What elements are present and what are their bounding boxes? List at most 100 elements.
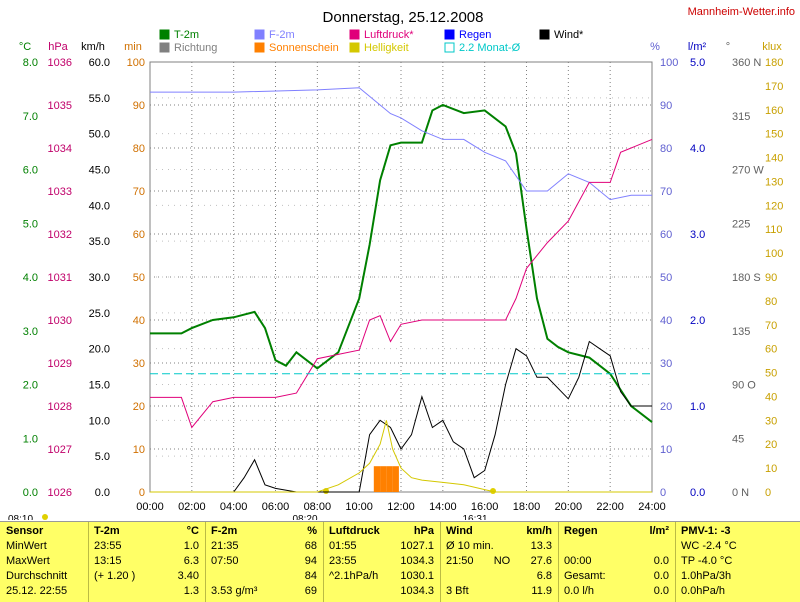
y-tick-label-pressure: 1030 <box>48 315 72 327</box>
sun-marker <box>490 488 496 494</box>
table-cell: Luftdruck <box>329 525 380 537</box>
x-tick-label: 16:00 <box>471 501 499 513</box>
table-cell: 1.3 <box>183 585 199 597</box>
table-column: Luftdruck hPa 01:55 1027.1 23:55 1034.3 ^2.1hP… <box>323 522 440 602</box>
x-tick-label: 20:00 <box>555 501 583 513</box>
y-tick-label-pressure: 1027 <box>48 444 72 456</box>
column-divider <box>675 522 676 602</box>
legend-label: Richtung <box>174 42 217 54</box>
table-cell: Wind <box>446 525 473 537</box>
chart-title: Donnerstag, 25.12.2008 <box>323 9 484 26</box>
table-cell: 23:55 <box>329 555 357 567</box>
table-cell: 27.6 <box>530 555 552 567</box>
x-tick-label: 00:00 <box>136 501 164 513</box>
y-tick-label-lux: 100 <box>765 248 783 260</box>
axis-unit-minutes: min <box>124 41 142 53</box>
y-tick-label-direction: 180 S <box>732 272 761 284</box>
table-cell: 94 <box>304 555 317 567</box>
y-tick-label-lux: 80 <box>765 296 777 308</box>
y-tick-label-pressure: 1029 <box>48 358 72 370</box>
bar-sonnenschein <box>373 466 381 492</box>
table-cell: hPa <box>413 525 434 537</box>
bar-sonnenschein <box>392 466 399 492</box>
table-row: 1034.3 <box>329 585 434 600</box>
table-row: 0.0 l/h 0.0 <box>564 585 669 600</box>
y-tick-label-pressure: 1028 <box>48 401 72 413</box>
y-tick-label-minutes: 80 <box>133 143 145 155</box>
y-tick-label-lux: 120 <box>765 200 783 212</box>
table-row: F-2m% <box>211 525 317 540</box>
column-divider <box>323 522 324 602</box>
column-divider <box>205 522 206 602</box>
table-row: 6.8 <box>446 570 552 585</box>
table-cell: % <box>307 525 317 537</box>
y-tick-label-temp: 7.0 <box>23 111 38 123</box>
y-tick-label-minutes: 90 <box>133 100 145 112</box>
column-divider <box>440 522 441 602</box>
y-tick-label-wind: 50.0 <box>89 129 110 141</box>
legend-swatch <box>159 42 170 53</box>
table-column: Regen l/m² 00:00 0.0 Gesamt: 0.0 0.0 l/h 0.0 <box>558 522 675 602</box>
table-cell: 00:00 <box>564 555 592 567</box>
y-tick-label-rain: 0.0 <box>690 487 705 499</box>
table-cell: 3.53 g/m³ <box>211 585 258 597</box>
y-tick-label-humidity: 10 <box>660 444 672 456</box>
y-tick-label-lux: 170 <box>765 81 783 93</box>
table-cell: T-2m <box>94 525 120 537</box>
axis-unit-lux: klux <box>762 41 782 53</box>
y-tick-label-minutes: 50 <box>133 272 145 284</box>
y-tick-label-humidity: 40 <box>660 315 672 327</box>
y-tick-label-wind: 30.0 <box>89 272 110 284</box>
table-cell: 1027.1 <box>400 540 434 552</box>
y-tick-label-minutes: 40 <box>133 315 145 327</box>
table-cell: 6.3 <box>183 555 199 567</box>
table-row: 21:50 NO 27.6 <box>446 555 552 570</box>
y-tick-label-direction: 270 W <box>732 165 764 177</box>
table-cell: WC -2.4 °C <box>681 540 737 552</box>
y-tick-label-wind: 45.0 <box>89 165 110 177</box>
table-cell: 0.0 l/h <box>564 585 594 597</box>
table-row: 21:35 68 <box>211 540 317 555</box>
table-row: 01:55 1027.1 <box>329 540 434 555</box>
legend-swatch <box>349 29 360 40</box>
legend-swatch <box>159 29 170 40</box>
table-cell: 25.12. 22:55 <box>6 585 68 597</box>
table-row: 13:15 6.3 <box>94 555 199 570</box>
bar-sonnenschein <box>380 466 387 492</box>
table-row: 00:00 0.0 <box>564 555 669 570</box>
table-cell: 68 <box>304 540 317 552</box>
y-tick-label-temp: 3.0 <box>23 326 38 338</box>
table-cell: 3.40 <box>177 570 199 582</box>
y-tick-label-rain: 3.0 <box>690 229 705 241</box>
table-cell: 1034.3 <box>400 555 434 567</box>
legend-swatch <box>539 29 550 40</box>
table-cell: MinWert <box>6 540 47 552</box>
y-tick-label-rain: 4.0 <box>690 143 705 155</box>
legend-swatch <box>254 42 265 53</box>
table-cell: MaxWert <box>6 555 50 567</box>
y-tick-label-pressure: 1033 <box>48 186 72 198</box>
y-tick-label-minutes: 0 <box>139 487 145 499</box>
table-cell: km/h <box>526 525 552 537</box>
y-tick-label-pressure: 1026 <box>48 487 72 499</box>
column-divider <box>558 522 559 602</box>
table-row: Gesamt: 0.0 <box>564 570 669 585</box>
summary-table: Sensor MinWert MaxWert Durchschnitt 25.12. 2… <box>0 521 800 602</box>
y-tick-label-pressure: 1032 <box>48 229 72 241</box>
table-row: 25.12. 22:55 <box>6 585 82 600</box>
y-tick-label-lux: 30 <box>765 415 777 427</box>
table-cell: 84 <box>304 570 317 582</box>
table-cell: 13:15 <box>94 555 122 567</box>
table-row: 1.3 <box>94 585 199 600</box>
table-column: T-2m °C 23:55 1.0 13:15 6.3 (+ 1.20 ) 3.40 1.3 <box>88 522 205 602</box>
axes: 00:00 02:00 04:00 06:00 08:00 10:00 12:00 14:00… <box>8 41 783 520</box>
table-cell: 21:50 <box>446 555 474 567</box>
table-cell: TP -4.0 °C <box>681 555 733 567</box>
axis-unit-wind: km/h <box>81 41 105 53</box>
table-row <box>564 540 669 555</box>
y-tick-label-wind: 60.0 <box>89 57 110 69</box>
x-tick-label: 24:00 <box>638 501 666 513</box>
legend-label: Luftdruck* <box>364 29 414 41</box>
series-line-luftdruck- <box>150 138 653 429</box>
